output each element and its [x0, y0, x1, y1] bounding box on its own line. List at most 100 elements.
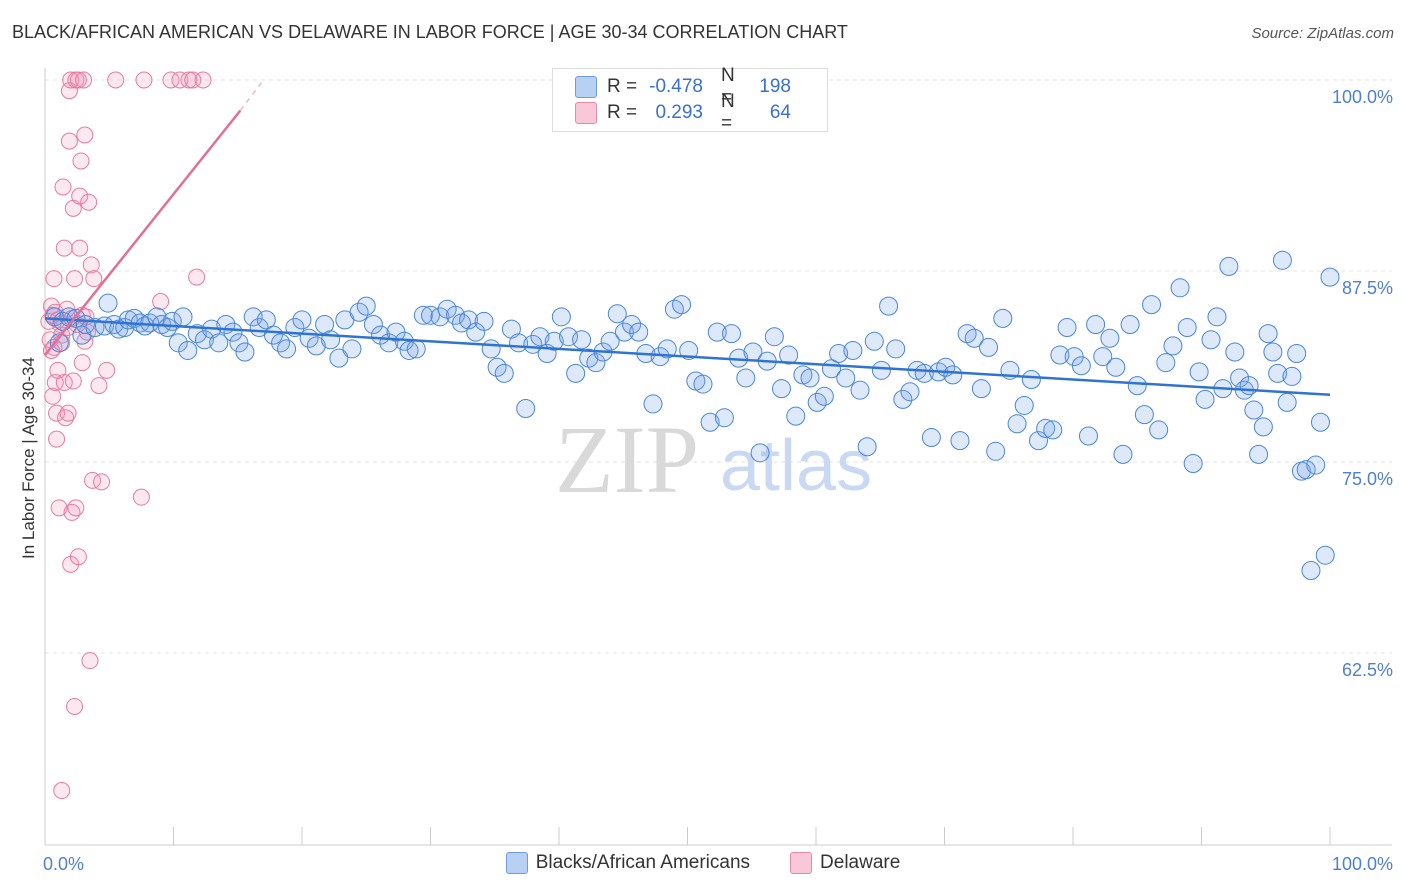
black-african-american-point	[1149, 420, 1169, 440]
black-african-american-point	[1086, 314, 1106, 334]
delaware-point	[184, 71, 202, 89]
black-african-american-point	[1306, 455, 1326, 475]
blue-trend-line	[44, 317, 1331, 397]
black-african-american-point	[1287, 344, 1307, 364]
black-african-american-point	[836, 368, 856, 388]
delaware-point	[53, 782, 71, 800]
black-african-american-point	[466, 322, 486, 342]
black-african-american-point	[406, 339, 426, 359]
black-african-american-point	[1021, 369, 1041, 389]
black-african-american-point	[1272, 250, 1292, 270]
delaware-point	[72, 152, 90, 170]
n-label: N =	[721, 65, 735, 108]
black-african-american-point	[1239, 376, 1259, 396]
delaware-point	[73, 354, 91, 372]
black-african-american-point	[750, 443, 770, 463]
legend-swatch-blue	[505, 852, 528, 874]
x-tick-label-right: 100.0%	[1332, 854, 1393, 874]
blue-swatch	[575, 76, 597, 98]
black-african-american-point	[1225, 342, 1245, 362]
delaware-point	[55, 239, 73, 257]
delaware-points	[40, 71, 212, 800]
stats-legend: R = -0.478 N = 198 R = 0.293 N = 64	[552, 65, 828, 134]
black-african-american-point	[764, 327, 784, 347]
black-african-american-point	[85, 318, 105, 338]
legend-label-pink: Delaware	[820, 852, 901, 873]
black-african-american-point	[871, 360, 891, 380]
black-african-american-point	[1315, 545, 1335, 565]
black-african-american-point	[829, 344, 849, 364]
black-african-american-point	[886, 339, 906, 359]
delaware-point	[162, 71, 180, 89]
black-african-american-point	[194, 330, 214, 350]
black-african-american-point	[1296, 460, 1316, 480]
delaware-point	[188, 268, 206, 286]
gridlines	[45, 79, 1392, 654]
black-african-american-point	[736, 368, 756, 388]
black-african-american-point	[779, 345, 799, 365]
legend-entry-pink[interactable]: Delaware	[790, 852, 900, 874]
black-african-american-point	[914, 363, 934, 383]
black-african-american-point	[943, 365, 963, 385]
delaware-point	[50, 499, 68, 517]
black-african-american-point	[1282, 366, 1302, 386]
black-african-american-point	[235, 342, 255, 362]
y-tick-label: 62.5%	[1342, 660, 1393, 680]
black-african-american-point	[622, 314, 642, 334]
black-african-american-point	[679, 340, 699, 360]
x-tick-label-left: 0.0%	[43, 854, 84, 874]
black-african-american-point	[1207, 307, 1227, 327]
watermark-zip: ZIP	[555, 406, 699, 513]
black-african-american-point	[1014, 395, 1034, 415]
delaware-point	[194, 71, 212, 89]
black-african-american-point	[964, 328, 984, 348]
black-african-american-point	[693, 374, 713, 394]
black-african-american-point	[950, 431, 970, 451]
bottom-legend: Blacks/African Americans Delaware	[0, 852, 1406, 874]
black-african-american-point	[1201, 330, 1221, 350]
pink-trend-extension	[239, 79, 265, 112]
black-african-american-point	[1120, 314, 1140, 334]
black-african-american-point	[1127, 376, 1147, 396]
black-african-american-point	[1050, 345, 1070, 365]
black-african-american-point	[657, 339, 677, 359]
black-african-american-point	[1028, 431, 1048, 451]
legend-entry-blue[interactable]: Blacks/African Americans	[505, 852, 751, 874]
black-african-american-point	[173, 307, 193, 327]
delaware-point	[107, 71, 125, 89]
black-african-american-point	[1258, 324, 1278, 344]
black-african-american-point	[800, 368, 820, 388]
y-tick-label: 75.0%	[1342, 469, 1393, 489]
black-african-american-point	[1134, 405, 1154, 425]
black-african-american-point	[229, 333, 249, 353]
delaware-point	[71, 187, 89, 205]
stats-row-blue: R = -0.478 N = 198	[575, 65, 791, 108]
tick-labels: 100.0% 87.5% 75.0% 62.5% 0.0% 100.0%	[43, 87, 1393, 874]
legend-label-blue: Blacks/African Americans	[535, 852, 751, 873]
delaware-point	[55, 374, 73, 392]
y-tick-label: 100.0%	[1332, 87, 1393, 107]
black-african-american-point	[986, 441, 1006, 461]
black-african-american-point	[1071, 356, 1091, 376]
r-label: R =	[607, 76, 638, 97]
black-african-american-point	[277, 339, 297, 359]
black-african-american-point	[714, 408, 734, 428]
black-african-american-point	[1043, 420, 1063, 440]
black-african-american-point	[178, 340, 198, 360]
delaware-point	[57, 409, 75, 427]
black-african-american-point	[363, 314, 383, 334]
black-african-american-point	[399, 340, 419, 360]
black-african-american-point	[1007, 414, 1027, 434]
black-african-american-point	[672, 295, 692, 315]
black-african-american-point	[814, 386, 834, 406]
black-african-american-point	[864, 331, 884, 351]
black-african-american-point	[356, 296, 376, 316]
black-african-american-point	[1177, 318, 1197, 338]
black-african-american-point	[1156, 353, 1176, 373]
chart-title: BLACK/AFRICAN AMERICAN VS DELAWARE IN LA…	[12, 22, 848, 42]
delaware-point	[48, 430, 66, 448]
delaware-point	[84, 471, 102, 489]
black-african-american-point	[1310, 412, 1330, 432]
delaware-point	[64, 372, 82, 390]
